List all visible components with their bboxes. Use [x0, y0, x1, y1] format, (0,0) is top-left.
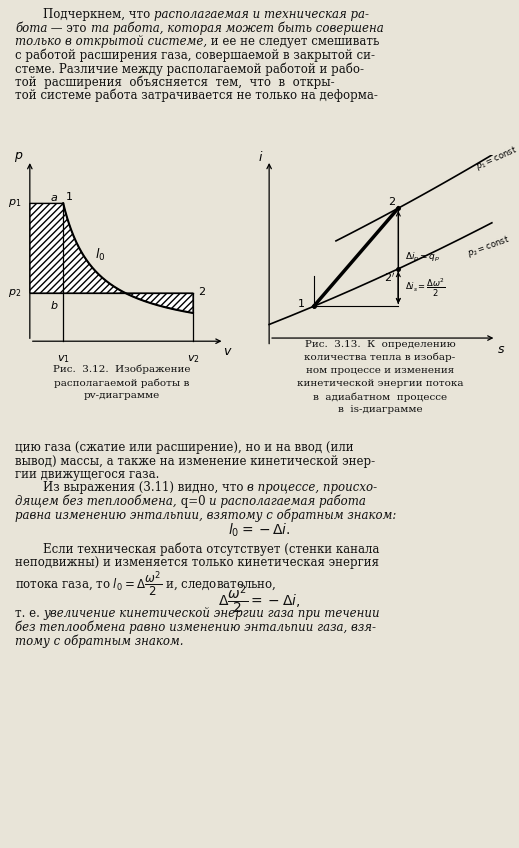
- Text: $v_2$: $v_2$: [186, 354, 199, 365]
- Text: Рис.  3.13.  К  определению: Рис. 3.13. К определению: [305, 340, 455, 349]
- Text: $p_2{=}\mathrm{const}$: $p_2{=}\mathrm{const}$: [465, 232, 511, 259]
- Text: $v$: $v$: [223, 345, 233, 358]
- Text: тому с обратным знаком.: тому с обратным знаком.: [15, 634, 184, 648]
- Text: увеличение кинетической энергии газа при течении: увеличение кинетической энергии газа при…: [44, 607, 380, 620]
- Text: та работа, которая может быть совершена: та работа, которая может быть совершена: [91, 21, 384, 35]
- Text: $p$: $p$: [14, 150, 23, 164]
- Text: $i$: $i$: [257, 150, 263, 164]
- Text: кинетической энергии потока: кинетической энергии потока: [297, 379, 463, 388]
- Text: дящем без теплообмена,: дящем без теплообмена,: [15, 495, 176, 508]
- Polygon shape: [30, 204, 193, 313]
- Text: $p_1$: $p_1$: [8, 198, 21, 209]
- Text: Если техническая работа отсутствует (стенки канала: Если техническая работа отсутствует (сте…: [43, 542, 379, 555]
- Text: той  расширения  объясняется  тем,  что  в  откры-: той расширения объясняется тем, что в от…: [15, 75, 335, 89]
- Text: количества тепла в изобар-: количества тепла в изобар-: [304, 353, 456, 362]
- Text: Подчеркнем, что: Подчеркнем, что: [43, 8, 154, 21]
- Text: в процессе, происхо-: в процессе, происхо-: [247, 482, 377, 494]
- Text: $a$: $a$: [50, 193, 58, 204]
- Text: $s$: $s$: [497, 343, 505, 356]
- Text: т. е.: т. е.: [15, 607, 44, 620]
- Text: бота: бота: [15, 21, 47, 35]
- Text: $1$: $1$: [297, 297, 305, 309]
- Text: только в открытой системе,: только в открытой системе,: [15, 35, 207, 48]
- Text: стеме. Различие между располагаемой работой и рабо-: стеме. Различие между располагаемой рабо…: [15, 62, 364, 75]
- Text: без теплообмена равно изменению энтальпии газа, взя-: без теплообмена равно изменению энтальпи…: [15, 621, 376, 634]
- Text: в  адиабатном  процессе: в адиабатном процессе: [313, 392, 447, 401]
- Text: той системе работа затрачивается не только на деформа-: той системе работа затрачивается не толь…: [15, 89, 378, 103]
- Text: $l_0$: $l_0$: [95, 247, 105, 263]
- Text: — это: — это: [47, 21, 91, 35]
- Text: потока газа, то $l_0=\Delta\dfrac{\omega^2}{2}$ и, следовательно,: потока газа, то $l_0=\Delta\dfrac{\omega…: [15, 569, 277, 599]
- Text: Рис.  3.12.  Изображение: Рис. 3.12. Изображение: [53, 365, 191, 375]
- Text: $\Delta \dfrac{\omega^2}{2}=-\Delta i,$: $\Delta \dfrac{\omega^2}{2}=-\Delta i,$: [218, 583, 301, 616]
- Text: располагаемая и техническая ра-: располагаемая и техническая ра-: [154, 8, 369, 21]
- Text: $v_1$: $v_1$: [57, 354, 70, 365]
- Text: гии движущегося газа.: гии движущегося газа.: [15, 468, 159, 481]
- Text: $\Delta i_p{=}q_p$: $\Delta i_p{=}q_p$: [405, 251, 441, 264]
- Text: $p_2$: $p_2$: [8, 287, 21, 299]
- Text: Из выражения (3.11) видно, что: Из выражения (3.11) видно, что: [43, 482, 247, 494]
- Text: $2$: $2$: [388, 195, 395, 208]
- Text: и располагаемая работа: и располагаемая работа: [209, 495, 366, 509]
- Text: вывод) массы, а также на изменение кинетической энер-: вывод) массы, а также на изменение кинет…: [15, 455, 375, 467]
- Text: равна изменению энтальпии, взятому с обратным знаком:: равна изменению энтальпии, взятому с обр…: [15, 509, 397, 522]
- Text: $p_1{=}\mathrm{const}$: $p_1{=}\mathrm{const}$: [474, 143, 519, 173]
- Text: и ее не следует смешивать: и ее не следует смешивать: [207, 35, 379, 48]
- Text: $1$: $1$: [65, 191, 73, 203]
- Text: неподвижны) и изменяется только кинетическая энергия: неподвижны) и изменяется только кинетиче…: [15, 555, 379, 569]
- Text: цию газа (сжатие или расширение), но и на ввод (или: цию газа (сжатие или расширение), но и н…: [15, 441, 353, 454]
- Text: ном процессе и изменения: ном процессе и изменения: [306, 366, 454, 375]
- Text: pv-диаграмме: pv-диаграмме: [84, 391, 160, 400]
- Text: $b$: $b$: [50, 299, 58, 311]
- Text: $\Delta i_s{=}\dfrac{\Delta\omega^2}{2}$: $\Delta i_s{=}\dfrac{\Delta\omega^2}{2}$: [405, 276, 446, 298]
- Text: в  is-диаграмме: в is-диаграмме: [338, 405, 422, 414]
- Text: располагаемой работы в: располагаемой работы в: [54, 378, 189, 388]
- Text: $l_0=-\Delta i.$: $l_0=-\Delta i.$: [228, 522, 291, 539]
- Text: $2'$: $2'$: [384, 271, 395, 284]
- Text: $2$: $2$: [198, 285, 206, 297]
- Text: q=0: q=0: [176, 495, 209, 508]
- Text: с работой расширения газа, совершаемой в закрытой си-: с работой расширения газа, совершаемой в…: [15, 48, 375, 62]
